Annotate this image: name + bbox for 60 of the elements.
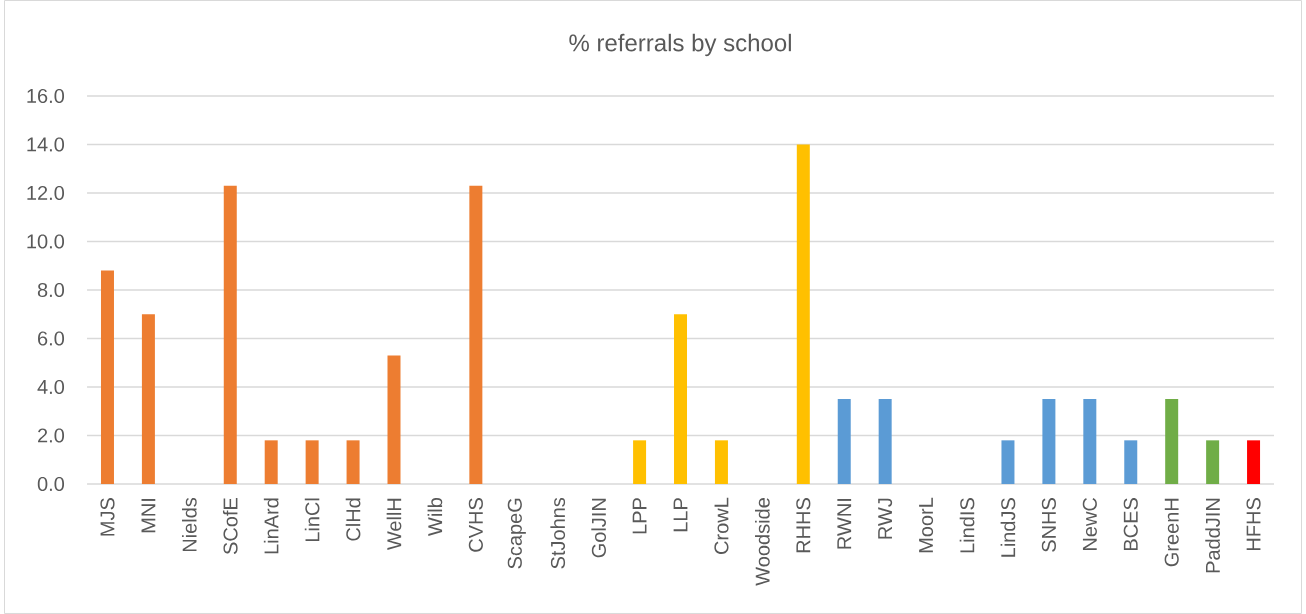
x-tick-label: RHHS bbox=[796, 498, 811, 553]
bar bbox=[1001, 440, 1015, 484]
bar bbox=[1124, 440, 1138, 484]
bar bbox=[878, 399, 892, 484]
x-tick-label: Woodside bbox=[755, 498, 770, 586]
x-tick-label: ScapeG bbox=[507, 498, 526, 569]
x-tick-label: ClHd bbox=[345, 498, 361, 541]
x-tick-label: LindJS bbox=[1000, 498, 1016, 557]
x-tick-label: GolJIN bbox=[591, 498, 606, 558]
x-tick-label: MJS bbox=[100, 498, 115, 536]
x-tick-label: SCofE bbox=[222, 498, 238, 555]
bar bbox=[1083, 399, 1097, 484]
x-tick-label: CrowL bbox=[714, 497, 729, 554]
x-tick-label: SNHS bbox=[1041, 498, 1056, 552]
x-tick-label: PaddJIN bbox=[1205, 498, 1220, 573]
bar bbox=[264, 440, 278, 484]
x-tick-label: GreenH bbox=[1164, 498, 1179, 567]
bar bbox=[469, 185, 483, 484]
x-tick-label: RWNI bbox=[837, 499, 852, 549]
y-tick-label: 14.0 bbox=[27, 137, 65, 152]
x-tick-label: LinCl bbox=[304, 498, 320, 542]
y-tick-label: 10.0 bbox=[27, 234, 65, 249]
bar bbox=[714, 440, 728, 484]
y-tick-label: 8.0 bbox=[37, 282, 65, 298]
y-tick-label: 0.0 bbox=[37, 476, 65, 492]
bar bbox=[346, 440, 360, 484]
bar bbox=[305, 440, 319, 484]
bar bbox=[633, 440, 647, 484]
x-tick-label: CVHS bbox=[468, 498, 483, 552]
x-tick-label: LinArd bbox=[263, 498, 279, 554]
bar bbox=[223, 185, 237, 484]
bar bbox=[387, 355, 401, 484]
y-tick-label: 12.0 bbox=[27, 185, 65, 201]
y-tick-label: 4.0 bbox=[37, 379, 65, 395]
x-tick-label: StJohns bbox=[550, 497, 566, 569]
x-tick-label: HFHS bbox=[1246, 498, 1261, 550]
x-tick-label: NewC bbox=[1082, 497, 1097, 550]
x-tick-label: BCES bbox=[1123, 498, 1138, 551]
x-tick-label: RWJ bbox=[878, 498, 893, 539]
bar bbox=[1247, 440, 1261, 484]
bar bbox=[796, 144, 810, 484]
bar bbox=[837, 399, 851, 484]
bar bbox=[1206, 440, 1220, 484]
x-tick-label: Wilb bbox=[427, 498, 443, 536]
x-tick-label: Nields bbox=[181, 497, 197, 552]
x-tick-label: LindIS bbox=[959, 498, 975, 553]
bar bbox=[1042, 399, 1056, 484]
x-tick-label: MoorL bbox=[919, 497, 934, 553]
y-tick-label: 2.0 bbox=[38, 428, 65, 443]
x-tick-label: MNI bbox=[141, 499, 156, 533]
x-tick-label: LPP bbox=[632, 498, 647, 534]
bar bbox=[1165, 399, 1179, 484]
bar bbox=[100, 270, 114, 484]
bar bbox=[674, 314, 688, 484]
chart-title: % referrals by school bbox=[569, 33, 791, 57]
x-tick-label: LLP bbox=[673, 498, 688, 532]
y-tick-label: 16.0 bbox=[27, 88, 65, 104]
y-tick-label: 6.0 bbox=[38, 331, 65, 346]
x-tick-label: WellH bbox=[386, 498, 402, 551]
bar bbox=[141, 314, 155, 484]
